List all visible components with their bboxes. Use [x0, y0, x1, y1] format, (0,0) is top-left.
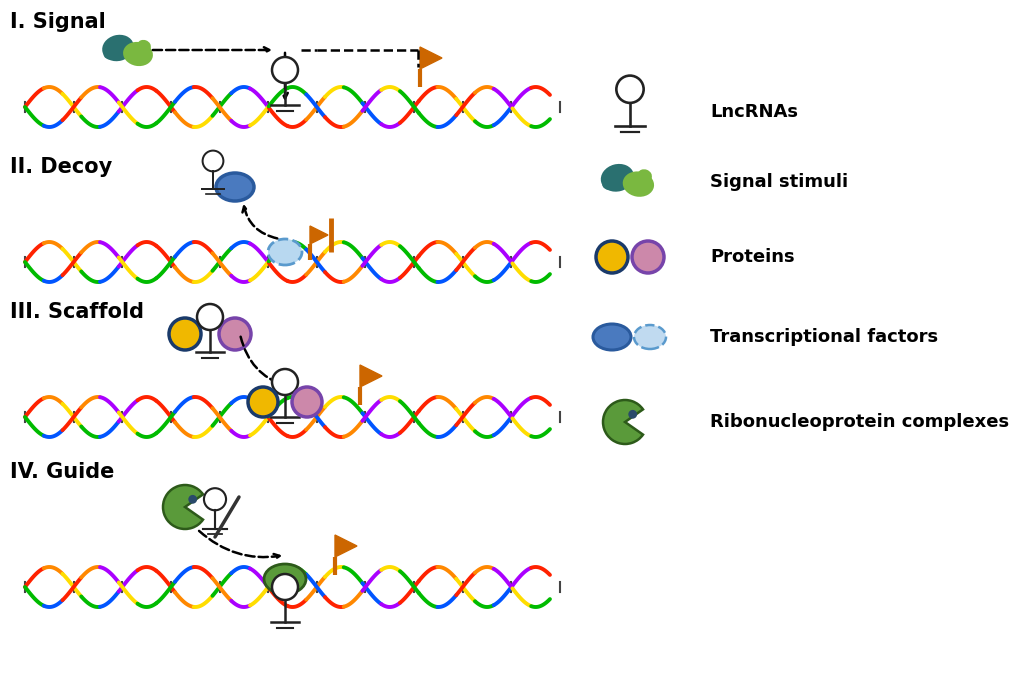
- Circle shape: [203, 151, 223, 172]
- Ellipse shape: [264, 564, 306, 594]
- Circle shape: [169, 318, 201, 350]
- Ellipse shape: [600, 164, 634, 192]
- Text: Ribonucleoprotein complexes: Ribonucleoprotein complexes: [709, 413, 1008, 431]
- Text: Signal stimuli: Signal stimuli: [709, 173, 847, 191]
- Circle shape: [632, 241, 663, 273]
- Circle shape: [197, 304, 223, 330]
- Circle shape: [615, 75, 643, 103]
- Ellipse shape: [634, 325, 665, 349]
- Ellipse shape: [216, 173, 254, 201]
- Circle shape: [189, 495, 197, 504]
- Circle shape: [595, 241, 628, 273]
- Text: IV. Guide: IV. Guide: [10, 462, 114, 482]
- Circle shape: [272, 574, 298, 600]
- Ellipse shape: [268, 239, 302, 265]
- Wedge shape: [602, 400, 642, 444]
- Circle shape: [219, 318, 251, 350]
- Text: II. Decoy: II. Decoy: [10, 157, 112, 177]
- Ellipse shape: [637, 170, 651, 182]
- Ellipse shape: [592, 324, 631, 350]
- Circle shape: [248, 387, 278, 417]
- Polygon shape: [310, 226, 328, 244]
- Polygon shape: [420, 47, 441, 69]
- Circle shape: [291, 387, 322, 417]
- Text: I. Signal: I. Signal: [10, 12, 106, 32]
- Text: LncRNAs: LncRNAs: [709, 103, 797, 121]
- Circle shape: [628, 410, 637, 419]
- Polygon shape: [334, 535, 357, 557]
- Wedge shape: [163, 485, 203, 529]
- Circle shape: [272, 57, 298, 83]
- Text: Proteins: Proteins: [709, 248, 794, 266]
- Text: Transcriptional factors: Transcriptional factors: [709, 328, 937, 346]
- Ellipse shape: [601, 174, 620, 190]
- Ellipse shape: [103, 44, 120, 60]
- Circle shape: [272, 369, 298, 395]
- Ellipse shape: [623, 172, 653, 197]
- Ellipse shape: [102, 35, 133, 61]
- Ellipse shape: [123, 42, 153, 66]
- Circle shape: [204, 488, 226, 510]
- Text: III. Scaffold: III. Scaffold: [10, 302, 144, 322]
- Ellipse shape: [137, 40, 151, 52]
- Polygon shape: [360, 365, 382, 387]
